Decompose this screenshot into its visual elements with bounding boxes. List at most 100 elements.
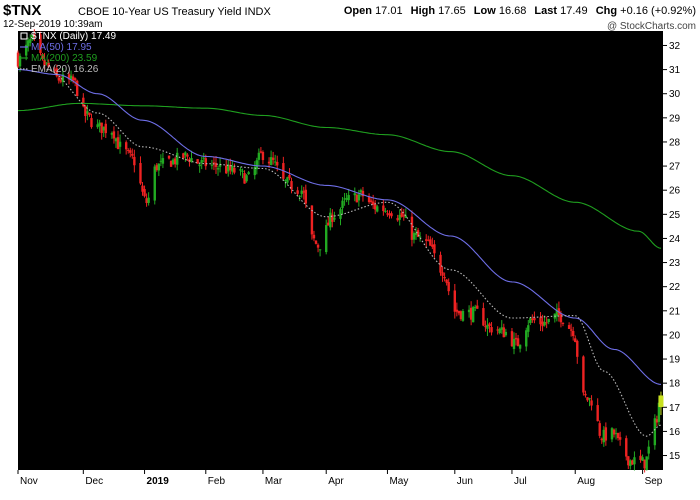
candle-body bbox=[200, 159, 203, 163]
y-tick-label: 21 bbox=[669, 306, 681, 317]
candle-body bbox=[602, 429, 606, 443]
candle-body bbox=[425, 239, 428, 241]
candle-body bbox=[184, 152, 187, 156]
candle-body bbox=[347, 195, 350, 201]
candle-body bbox=[102, 126, 105, 131]
candle-body bbox=[514, 337, 518, 340]
candle-body bbox=[404, 215, 408, 218]
candle-body bbox=[129, 150, 132, 153]
candle-body bbox=[396, 218, 399, 221]
candle-body bbox=[318, 249, 322, 251]
candle-body bbox=[255, 160, 259, 170]
candle-body bbox=[345, 198, 348, 200]
candle-body bbox=[161, 158, 165, 164]
low-value: 16.68 bbox=[498, 5, 527, 17]
candle-body bbox=[110, 132, 114, 135]
candle-body bbox=[327, 222, 330, 226]
candle-body bbox=[167, 155, 171, 159]
candle-body bbox=[371, 201, 375, 205]
y-tick-label: 30 bbox=[669, 89, 681, 100]
candle-body bbox=[288, 175, 291, 179]
candle-body bbox=[367, 196, 371, 203]
candle-body bbox=[547, 318, 550, 323]
candle-body bbox=[233, 167, 236, 173]
candle-body bbox=[16, 52, 20, 67]
ohlc-readout: Open 17.01 High 17.65 Low 16.68 Last 17.… bbox=[344, 5, 696, 17]
ma50-line bbox=[18, 69, 662, 385]
candle-body bbox=[43, 59, 46, 66]
candle-body bbox=[75, 80, 79, 97]
candle-body bbox=[443, 276, 446, 279]
candle-body bbox=[488, 323, 491, 327]
legend-label: MA(200) 23.59 bbox=[31, 53, 98, 64]
ma200-line bbox=[18, 102, 662, 249]
candle-body bbox=[100, 122, 103, 134]
candle-body bbox=[641, 457, 644, 461]
candle-body bbox=[300, 190, 303, 194]
candle-body bbox=[86, 111, 89, 114]
y-tick-label: 24 bbox=[669, 234, 681, 245]
low-label: Low bbox=[473, 5, 496, 17]
ema20-line bbox=[46, 69, 662, 437]
candle-body bbox=[643, 459, 646, 469]
candle-body bbox=[555, 310, 559, 317]
candle-body bbox=[186, 154, 189, 157]
legend-swatch bbox=[20, 32, 28, 40]
candle-body bbox=[457, 310, 461, 314]
candle-body bbox=[69, 75, 73, 81]
candle-body bbox=[455, 309, 459, 312]
candle-body bbox=[182, 153, 185, 159]
candle-body bbox=[445, 279, 448, 283]
candle-body bbox=[498, 328, 501, 333]
candle-body bbox=[116, 137, 120, 150]
candle-body bbox=[214, 162, 218, 167]
candle-body bbox=[41, 54, 44, 59]
candle-body bbox=[539, 317, 542, 325]
candle-body bbox=[500, 327, 503, 330]
candle-body bbox=[490, 327, 493, 333]
candle-body bbox=[627, 456, 630, 466]
candle-body bbox=[612, 429, 616, 435]
candle-body bbox=[486, 324, 489, 329]
candle-body bbox=[314, 240, 318, 244]
candle-body bbox=[502, 327, 505, 338]
candle-body bbox=[57, 77, 61, 81]
candle-body bbox=[382, 205, 385, 212]
candle-body bbox=[625, 438, 628, 457]
candle-body bbox=[257, 152, 261, 160]
candle-body bbox=[339, 209, 342, 219]
candle-body bbox=[73, 78, 77, 81]
candle-body bbox=[284, 180, 287, 182]
candle-body bbox=[353, 193, 356, 196]
legend-label: MA(50) 17.95 bbox=[31, 42, 92, 53]
last-label: Last bbox=[534, 5, 558, 17]
candle-body bbox=[400, 212, 403, 217]
candle-body bbox=[416, 230, 420, 237]
chg-value: +0.16 (+0.92%) bbox=[620, 5, 696, 17]
candle-body bbox=[302, 191, 305, 193]
x-tick-label: Apr bbox=[328, 476, 344, 487]
candle-body bbox=[88, 112, 91, 116]
candle-body bbox=[71, 76, 75, 81]
candle-body bbox=[433, 244, 436, 254]
candle-body bbox=[471, 307, 475, 323]
y-tick-label: 31 bbox=[669, 65, 681, 76]
y-tick-label: 22 bbox=[669, 282, 681, 293]
candle-body bbox=[239, 169, 242, 171]
candle-body bbox=[98, 122, 101, 126]
y-tick-label: 25 bbox=[669, 210, 681, 221]
candle-body bbox=[504, 331, 508, 336]
candle-body bbox=[582, 356, 585, 393]
candle-body bbox=[657, 402, 661, 422]
candle-body bbox=[441, 272, 444, 276]
exchange-label: INDX bbox=[244, 6, 271, 18]
candle-body bbox=[218, 164, 222, 167]
candle-body bbox=[453, 290, 457, 312]
plot-area bbox=[18, 31, 663, 470]
candle-body bbox=[429, 239, 432, 246]
candle-body bbox=[304, 189, 308, 204]
candle-body bbox=[567, 325, 571, 329]
candle-body bbox=[267, 161, 271, 164]
